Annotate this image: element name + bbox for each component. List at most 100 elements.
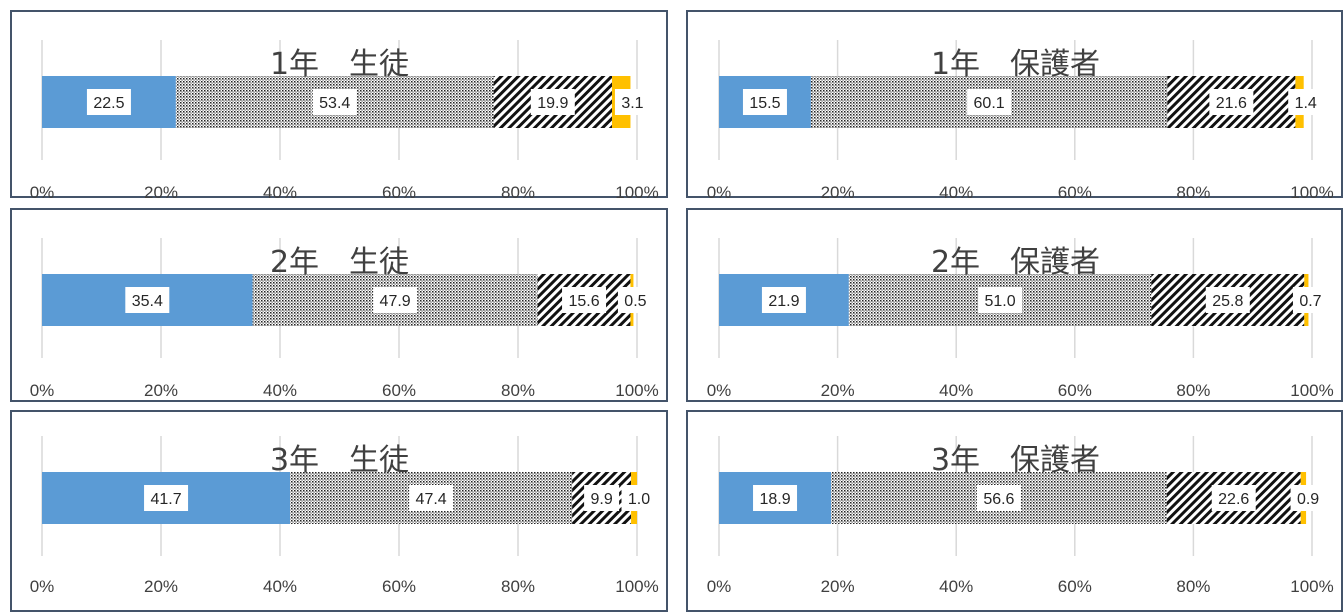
data-label: 56.6: [976, 485, 1021, 511]
tick-label: 20%: [144, 577, 178, 596]
tick-label: 100%: [1290, 183, 1333, 202]
svg-text:18.9: 18.9: [759, 491, 790, 508]
data-label: 15.6: [562, 287, 607, 313]
tick-label: 80%: [501, 381, 535, 400]
svg-text:22.5: 22.5: [93, 95, 124, 112]
tick-label: 40%: [263, 183, 297, 202]
data-label: 22.6: [1211, 485, 1256, 511]
chart-title: 2年 保護者: [931, 245, 1100, 280]
tick-label: 40%: [263, 381, 297, 400]
tick-label: 20%: [144, 381, 178, 400]
svg-text:51.0: 51.0: [985, 293, 1016, 310]
chart-panel: 2年 生徒 35.4 47.9 15.6 0.5 0% 20% 40% 60% 80% 100%: [10, 208, 668, 402]
tick-label: 0%: [707, 577, 732, 596]
svg-text:35.4: 35.4: [132, 293, 163, 310]
tick-label: 60%: [1058, 183, 1092, 202]
svg-text:41.7: 41.7: [150, 491, 181, 508]
svg-text:9.9: 9.9: [590, 491, 612, 508]
chart-panel: 3年 保護者 18.9 56.6 22.6 0.9 0% 20% 40% 60% 80% 100%: [686, 410, 1343, 612]
tick-label: 100%: [1290, 381, 1333, 400]
data-label: 41.7: [144, 485, 189, 511]
tick-label: 20%: [821, 381, 855, 400]
chart-panel: 3年 生徒 41.7 47.4 9.9 1.0 0% 20% 40% 60% 80% 100%: [10, 410, 668, 612]
tick-label: 100%: [615, 577, 658, 596]
chart-panel: 2年 保護者 21.9 51.0 25.8 0.7 0% 20% 40% 60% 80% 100%: [686, 208, 1343, 402]
tick-label: 100%: [615, 381, 658, 400]
tick-label: 40%: [939, 381, 973, 400]
data-label: 19.9: [530, 89, 575, 115]
chart-panel: 1年 保護者 15.5 60.1 21.6 1.4 0% 20% 40% 60% 80% 100%: [686, 10, 1343, 202]
tick-label: 80%: [1176, 577, 1210, 596]
data-label: 9.9: [584, 485, 620, 511]
tick-label: 80%: [501, 183, 535, 202]
svg-text:21.9: 21.9: [768, 293, 799, 310]
data-label: 0.9: [1290, 485, 1326, 511]
tick-label: 100%: [1290, 577, 1333, 596]
data-label: 53.4: [312, 89, 357, 115]
data-label: 0.7: [1292, 287, 1328, 313]
data-label: 21.9: [761, 287, 806, 313]
tick-label: 0%: [30, 183, 55, 202]
data-label: 60.1: [967, 89, 1012, 115]
svg-text:1.4: 1.4: [1295, 95, 1317, 112]
chart-title: 3年 保護者: [931, 443, 1100, 478]
tick-label: 60%: [1058, 577, 1092, 596]
tick-label: 40%: [939, 577, 973, 596]
svg-text:1.0: 1.0: [628, 491, 650, 508]
data-label: 51.0: [978, 287, 1023, 313]
svg-text:25.8: 25.8: [1212, 293, 1243, 310]
chart-svg: 2年 保護者 21.9 51.0 25.8 0.7 0% 20% 40% 60% 80% 100%: [707, 238, 1334, 400]
chart-svg: 1年 保護者 15.5 60.1 21.6 1.4 0% 20% 40% 60% 80% 100%: [707, 40, 1334, 202]
tick-label: 80%: [1176, 183, 1210, 202]
tick-label: 60%: [1058, 381, 1092, 400]
chart-title: 1年 保護者: [931, 47, 1100, 82]
data-label: 0.5: [617, 287, 653, 313]
data-label: 25.8: [1205, 287, 1250, 313]
svg-text:60.1: 60.1: [974, 95, 1005, 112]
chart-svg: 3年 生徒 41.7 47.4 9.9 1.0 0% 20% 40% 60% 80% 100%: [30, 436, 659, 596]
data-label: 22.5: [86, 89, 131, 115]
tick-label: 0%: [707, 381, 732, 400]
chart-title: 1年 生徒: [270, 47, 409, 82]
svg-text:0.7: 0.7: [1299, 293, 1321, 310]
data-label: 35.4: [125, 287, 170, 313]
chart-svg: 1年 生徒 22.5 53.4 19.9 3.1 0% 20% 40% 60% 80% 100%: [30, 40, 659, 202]
chart-title: 2年 生徒: [270, 245, 409, 280]
svg-text:56.6: 56.6: [983, 491, 1014, 508]
data-label: 18.9: [753, 485, 798, 511]
tick-label: 20%: [821, 183, 855, 202]
tick-label: 0%: [30, 381, 55, 400]
tick-label: 40%: [263, 577, 297, 596]
tick-label: 60%: [382, 381, 416, 400]
chart-title: 3年 生徒: [270, 443, 409, 478]
svg-text:15.5: 15.5: [749, 95, 780, 112]
svg-text:3.1: 3.1: [621, 95, 643, 112]
tick-label: 80%: [501, 577, 535, 596]
tick-label: 20%: [821, 577, 855, 596]
svg-text:53.4: 53.4: [319, 95, 350, 112]
chart-panel: 1年 生徒 22.5 53.4 19.9 3.1 0% 20% 40% 60% 80% 100%: [10, 10, 668, 202]
tick-label: 80%: [1176, 381, 1210, 400]
tick-label: 60%: [382, 577, 416, 596]
data-label: 47.9: [373, 287, 418, 313]
svg-text:47.9: 47.9: [380, 293, 411, 310]
tick-label: 100%: [615, 183, 658, 202]
tick-label: 40%: [939, 183, 973, 202]
data-label: 1.4: [1288, 89, 1324, 115]
tick-label: 0%: [30, 577, 55, 596]
data-label: 21.6: [1209, 89, 1254, 115]
data-label: 1.0: [621, 485, 657, 511]
data-label: 3.1: [614, 89, 650, 115]
chart-svg: 2年 生徒 35.4 47.9 15.6 0.5 0% 20% 40% 60% 80% 100%: [30, 238, 659, 400]
tick-label: 60%: [382, 183, 416, 202]
data-label: 15.5: [742, 89, 787, 115]
tick-label: 0%: [707, 183, 732, 202]
data-label: 47.4: [409, 485, 454, 511]
svg-text:47.4: 47.4: [416, 491, 447, 508]
svg-text:22.6: 22.6: [1218, 491, 1249, 508]
svg-text:0.9: 0.9: [1297, 491, 1319, 508]
chart-svg: 3年 保護者 18.9 56.6 22.6 0.9 0% 20% 40% 60% 80% 100%: [707, 436, 1334, 596]
tick-label: 20%: [144, 183, 178, 202]
svg-text:0.5: 0.5: [624, 293, 646, 310]
svg-text:15.6: 15.6: [568, 293, 599, 310]
